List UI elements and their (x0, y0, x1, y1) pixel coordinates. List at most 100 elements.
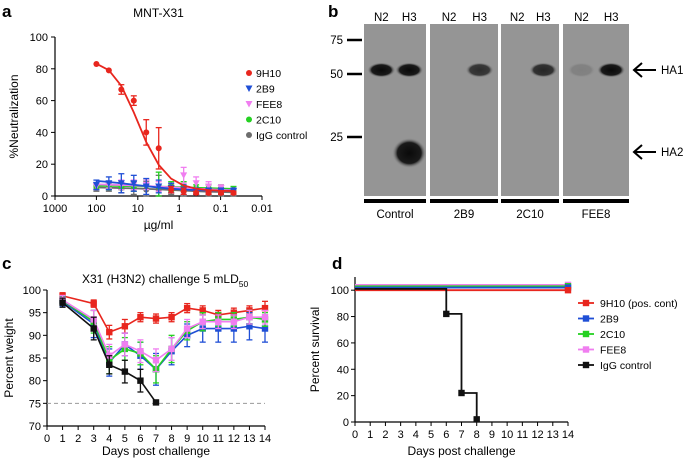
data-point (261, 314, 269, 321)
group-label: 2C10 (516, 209, 544, 221)
y-axis-label: Percent survival (308, 307, 322, 392)
y-tick-label: 20 (337, 391, 349, 403)
series-9h10 (93, 61, 237, 196)
data-point (137, 377, 144, 384)
x-tick-label: 7 (153, 433, 159, 445)
x-tick-label: 4 (106, 433, 112, 445)
legend: 9H10 (pos. cont) 2B9 2C10 FEE8 IgG control (578, 298, 678, 372)
data-point (261, 325, 269, 332)
lane-label-h3: H3 (472, 12, 487, 24)
data-point (458, 389, 465, 397)
group-bar (501, 199, 559, 203)
x-tick-label: 1 (367, 429, 373, 441)
x-tick-label: 10 (501, 429, 513, 441)
data-point (152, 357, 160, 364)
data-point (92, 181, 100, 189)
x-tick-label: 14 (259, 433, 271, 445)
legend-marker (582, 346, 590, 353)
legend-marker (246, 116, 252, 123)
x-tick-label: 6 (443, 429, 449, 441)
y-tick-label: 100 (23, 285, 41, 297)
blot-membrane-2b9 (430, 24, 498, 196)
legend-marker (245, 101, 253, 108)
annotation-label: HA1 (661, 65, 683, 77)
legend-marker (582, 315, 590, 322)
legend-label: IgG control (256, 130, 307, 142)
series-9h10-pos-cont- (355, 286, 572, 294)
data-point (199, 318, 206, 325)
band-ha1 (567, 62, 596, 78)
x-tick-label: 1000 (43, 203, 67, 215)
data-point (105, 180, 113, 187)
x-tick-label: 11 (213, 433, 224, 445)
y-tick-label: 80 (29, 376, 41, 388)
arrow-head (632, 62, 643, 78)
y-tick-label: 40 (337, 364, 349, 376)
legend-label: 9H10 (pos. cont) (600, 298, 678, 310)
y-tick-label: 60 (36, 96, 48, 108)
legend-label: 2B9 (600, 314, 619, 326)
data-point (218, 189, 225, 196)
band-ha1 (395, 62, 424, 78)
y-tick-label: 80 (36, 64, 48, 76)
x-tick-label: 11 (517, 429, 528, 441)
chart-title-subscript: 50 (239, 279, 249, 289)
x-tick-label: 100 (87, 203, 105, 215)
series-2c10 (59, 295, 269, 384)
arrow-head (632, 144, 643, 160)
panel-label-d: d (332, 254, 342, 273)
band-ha2 (392, 138, 427, 168)
x-tick-label: 2 (382, 429, 388, 441)
y-tick-label: 100 (30, 32, 48, 44)
x-tick-label: 12 (531, 429, 543, 441)
data-point (121, 341, 129, 348)
lane-label-n2: N2 (510, 12, 525, 24)
band-ha1 (465, 62, 494, 78)
data-point (137, 348, 144, 355)
x-tick-label: 10 (197, 433, 209, 445)
x-tick-label: 9 (489, 429, 495, 441)
legend-label: 9H10 (256, 68, 281, 80)
series-9h10 (59, 292, 269, 340)
data-point (155, 145, 162, 152)
mw-marker-label: 25 (330, 132, 343, 144)
y-tick-label: 60 (337, 338, 349, 350)
y-tick-label: 0 (42, 191, 48, 203)
x-tick-label: 7 (458, 429, 464, 441)
data-point (142, 183, 150, 190)
lane-label-n2: N2 (374, 12, 389, 24)
band-ha1 (367, 62, 396, 78)
x-tick-label: 9 (184, 433, 190, 445)
data-point (118, 86, 125, 93)
data-point (155, 183, 163, 190)
lane-label-n2: N2 (574, 12, 589, 24)
x-tick-label: 0.01 (251, 203, 272, 215)
legend-marker (246, 132, 252, 138)
x-tick-label: 1 (176, 203, 182, 215)
x-tick-label: 13 (243, 433, 255, 445)
data-point (93, 61, 100, 68)
panel-a-neutralization-chart: MNT-X31 0 20 40 60 80 100 1000 100 10 1 0.1 0.01 µg/m… (7, 6, 307, 232)
chart-title: MNT-X31 (133, 6, 184, 20)
data-point (473, 416, 480, 423)
legend-label: 2B9 (256, 84, 275, 96)
x-tick-label: 1 (60, 433, 66, 445)
x-tick-label: 12 (228, 433, 240, 445)
series-line (62, 302, 157, 403)
x-axis-label: Days post challenge (102, 444, 210, 458)
data-point (90, 325, 97, 332)
data-point (261, 304, 269, 312)
panel-b-western-blot: N2 H3 N2 H3 N2 H3 N2 H3 75 50 25 Control 2B9 2C10 FEE8… (330, 12, 683, 221)
data-point (130, 97, 137, 104)
y-tick-label: 95 (29, 308, 41, 320)
blot-membrane-2c10 (501, 24, 559, 196)
data-point (193, 189, 200, 196)
blot-membrane-control (364, 24, 426, 196)
series-igg-control (59, 297, 160, 406)
x-tick-label: 0 (44, 433, 50, 445)
legend-label: IgG control (600, 360, 651, 372)
legend-marker (246, 70, 252, 76)
y-tick-label: 0 (343, 417, 349, 429)
x-tick-label: 0.1 (213, 203, 228, 215)
data-point (130, 180, 138, 187)
